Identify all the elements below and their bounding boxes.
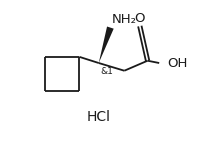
Text: OH: OH (166, 56, 186, 69)
Text: NH₂: NH₂ (111, 13, 136, 26)
Text: HCl: HCl (86, 110, 110, 124)
Text: O: O (134, 12, 144, 25)
Text: &1: &1 (100, 67, 113, 76)
Polygon shape (98, 26, 113, 63)
